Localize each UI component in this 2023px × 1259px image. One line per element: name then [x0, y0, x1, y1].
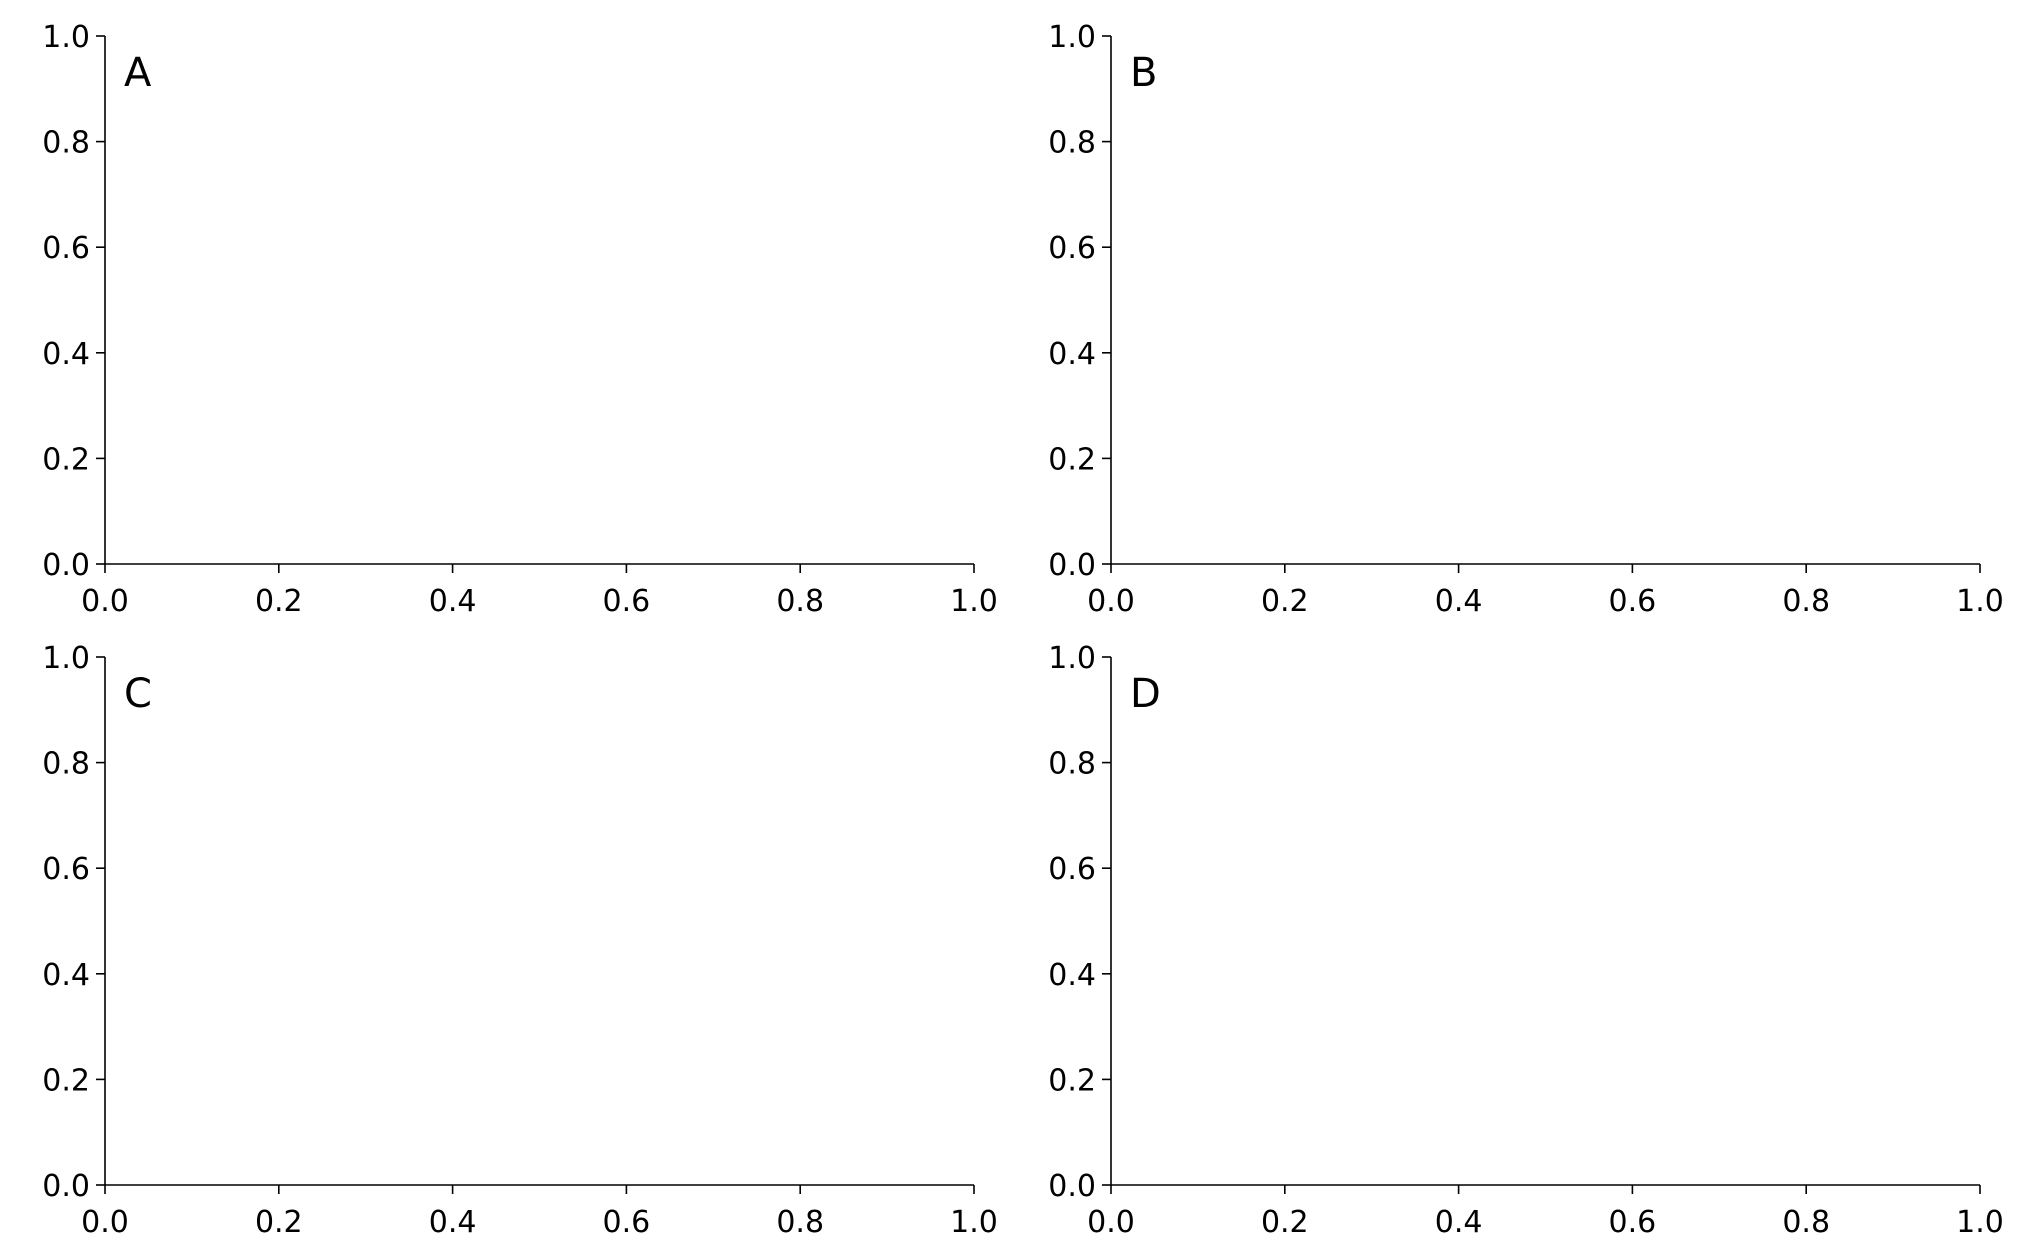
x-tick-label: 0.8 — [1782, 584, 1830, 619]
x-tick-label: 0.6 — [603, 584, 651, 619]
x-tick-label: 0.4 — [429, 584, 477, 619]
y-tick-label: 1.0 — [1048, 20, 1096, 55]
y-tick-label: 0.6 — [42, 852, 90, 887]
panel-label: C — [124, 671, 152, 717]
y-tick-label: 0.2 — [1048, 1063, 1096, 1098]
y-tick-label: 0.2 — [1048, 442, 1096, 477]
y-tick-label: 0.4 — [1048, 337, 1096, 372]
x-tick-label: 0.2 — [255, 1205, 303, 1240]
x-tick-label: 0.8 — [1782, 1205, 1830, 1240]
y-tick-label: 0.8 — [42, 126, 90, 161]
x-tick-label: 0.2 — [255, 584, 303, 619]
x-tick-label: 0.0 — [1087, 584, 1135, 619]
y-tick-label: 0.0 — [42, 548, 90, 583]
x-tick-label: 0.8 — [776, 1205, 824, 1240]
y-tick-label: 0.4 — [42, 958, 90, 993]
x-tick-label: 0.2 — [1261, 584, 1309, 619]
x-tick-label: 0.6 — [1609, 584, 1657, 619]
x-tick-label: 1.0 — [950, 584, 998, 619]
x-tick-label: 0.0 — [81, 584, 129, 619]
y-tick-label: 0.6 — [1048, 231, 1096, 266]
y-tick-label: 1.0 — [1048, 641, 1096, 676]
y-tick-label: 0.6 — [42, 231, 90, 266]
y-tick-label: 0.8 — [1048, 747, 1096, 782]
x-tick-label: 0.2 — [1261, 1205, 1309, 1240]
y-tick-label: 0.2 — [42, 1063, 90, 1098]
y-tick-label: 1.0 — [42, 20, 90, 55]
x-tick-label: 0.4 — [1435, 1205, 1483, 1240]
x-tick-label: 1.0 — [1956, 584, 2004, 619]
y-tick-label: 0.4 — [42, 337, 90, 372]
y-tick-label: 0.0 — [42, 1169, 90, 1204]
panel-label: D — [1130, 671, 1161, 717]
x-tick-label: 0.8 — [776, 584, 824, 619]
x-tick-label: 0.6 — [1609, 1205, 1657, 1240]
y-tick-label: 0.0 — [1048, 1169, 1096, 1204]
panel-label: B — [1130, 50, 1157, 96]
x-tick-label: 0.4 — [429, 1205, 477, 1240]
x-tick-label: 0.6 — [603, 1205, 651, 1240]
y-tick-label: 0.2 — [42, 442, 90, 477]
x-tick-label: 1.0 — [950, 1205, 998, 1240]
y-tick-label: 0.4 — [1048, 958, 1096, 993]
y-tick-label: 0.8 — [42, 747, 90, 782]
x-tick-label: 0.0 — [81, 1205, 129, 1240]
x-tick-label: 1.0 — [1956, 1205, 2004, 1240]
x-tick-label: 0.4 — [1435, 584, 1483, 619]
panel-label: A — [124, 50, 152, 96]
y-tick-label: 0.0 — [1048, 548, 1096, 583]
y-tick-label: 1.0 — [42, 641, 90, 676]
y-tick-label: 0.8 — [1048, 126, 1096, 161]
x-tick-label: 0.0 — [1087, 1205, 1135, 1240]
y-tick-label: 0.6 — [1048, 852, 1096, 887]
